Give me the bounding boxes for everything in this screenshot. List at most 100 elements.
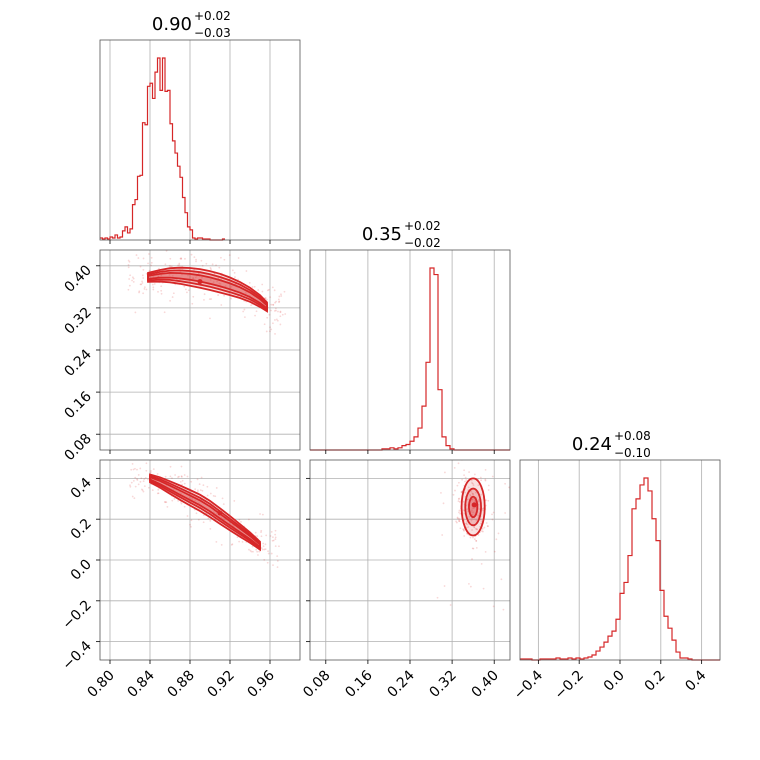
scatter-point xyxy=(284,313,287,315)
scatter-point xyxy=(274,529,277,532)
title-plus: +0.08 xyxy=(614,429,651,443)
scatter-point xyxy=(468,582,470,585)
scatter-point xyxy=(264,543,267,546)
scatter-point xyxy=(276,560,279,562)
scatter-point xyxy=(471,547,474,550)
scatter-point xyxy=(142,277,145,279)
scatter-point xyxy=(457,498,460,500)
x-tick-label: 0.24 xyxy=(384,667,417,700)
scatter-point xyxy=(206,485,209,488)
scatter-point xyxy=(171,296,174,298)
scatter-point xyxy=(193,256,196,259)
scatter-point xyxy=(260,531,262,534)
scatter-point xyxy=(275,318,278,321)
scatter-point xyxy=(471,482,474,485)
scatter-point xyxy=(278,301,280,303)
scatter-point xyxy=(145,288,148,291)
scatter-point xyxy=(463,469,466,472)
scatter-point xyxy=(260,529,263,532)
scatter-point xyxy=(278,300,281,303)
title-value: 0.35 xyxy=(362,224,402,245)
scatter-point xyxy=(217,277,220,279)
scatter-point xyxy=(265,534,268,537)
title-value: 0.24 xyxy=(572,434,612,455)
scatter-point xyxy=(250,550,253,553)
scatter-point xyxy=(186,515,189,517)
scatter-point xyxy=(200,259,203,262)
scatter-point xyxy=(174,474,177,476)
scatter-point xyxy=(128,260,131,263)
scatter-point xyxy=(458,520,460,523)
scatter-point xyxy=(470,479,473,482)
y-tick-label: −0.4 xyxy=(59,638,94,673)
scatter-point xyxy=(184,257,186,260)
scatter-point xyxy=(472,511,474,514)
scatter-point xyxy=(180,257,183,260)
scatter-point xyxy=(199,489,202,491)
scatter-point xyxy=(183,474,186,476)
scatter-point xyxy=(257,289,260,291)
scatter-point xyxy=(178,262,181,265)
scatter-point xyxy=(261,283,264,286)
scatter-point xyxy=(487,489,490,491)
scatter-point xyxy=(127,266,130,269)
scatter-point xyxy=(203,293,206,296)
x-tick-label: 0.88 xyxy=(164,668,197,701)
scatter-point xyxy=(212,494,215,497)
scatter-point xyxy=(466,508,469,511)
scatter-point xyxy=(464,476,467,479)
scatter-point xyxy=(177,264,179,267)
scatter-point xyxy=(152,468,155,471)
y-tick-label: 0.08 xyxy=(61,431,94,464)
scatter-point xyxy=(259,513,261,515)
scatter-point xyxy=(165,250,168,252)
scatter-point xyxy=(172,247,174,249)
scatter-point xyxy=(261,513,264,516)
scatter-point xyxy=(150,470,152,472)
scatter-point xyxy=(143,478,146,481)
scatter-point xyxy=(265,330,268,333)
scatter-point xyxy=(203,298,205,301)
scatter-point xyxy=(220,516,223,519)
scatter-point xyxy=(479,518,482,521)
scatter-point xyxy=(190,480,193,483)
scatter-point xyxy=(472,484,475,487)
scatter-point xyxy=(265,298,268,301)
scatter-point xyxy=(197,490,199,493)
histogram-title: 0.35 +0.02 −0.02 xyxy=(362,219,441,250)
scatter-point xyxy=(456,516,459,519)
scatter-point xyxy=(280,295,283,297)
scatter-point xyxy=(220,543,223,546)
scatter-point xyxy=(473,500,476,502)
scatter-point xyxy=(276,555,279,558)
scatter-point xyxy=(200,476,203,479)
scatter-point xyxy=(145,462,148,465)
scatter-point xyxy=(279,311,282,314)
scatter-point xyxy=(456,517,459,520)
scatter-point xyxy=(221,497,224,500)
scatter-point xyxy=(475,546,478,549)
scatter-point xyxy=(132,468,135,471)
scatter-point xyxy=(195,512,198,515)
scatter-point xyxy=(222,503,225,506)
histogram-title: 0.24 +0.08 −0.10 xyxy=(572,429,651,460)
scatter-point xyxy=(128,278,131,280)
scatter-point xyxy=(460,491,463,493)
scatter-point xyxy=(131,276,134,279)
scatter-point xyxy=(228,254,231,257)
scatter-point xyxy=(491,518,494,521)
scatter-point xyxy=(243,316,246,319)
scatter-point xyxy=(131,279,133,282)
histogram-steps xyxy=(100,57,225,241)
axes-frame xyxy=(99,39,301,241)
scatter-point xyxy=(442,502,445,505)
scatter-point xyxy=(209,527,212,530)
scatter-point xyxy=(459,512,462,515)
scatter-point xyxy=(471,498,474,501)
scatter-point xyxy=(272,564,274,566)
scatter-point xyxy=(260,535,263,538)
title-minus: −0.03 xyxy=(194,26,231,40)
scatter-point xyxy=(166,505,169,508)
scatter-point xyxy=(147,478,149,481)
scatter-point xyxy=(268,313,271,316)
